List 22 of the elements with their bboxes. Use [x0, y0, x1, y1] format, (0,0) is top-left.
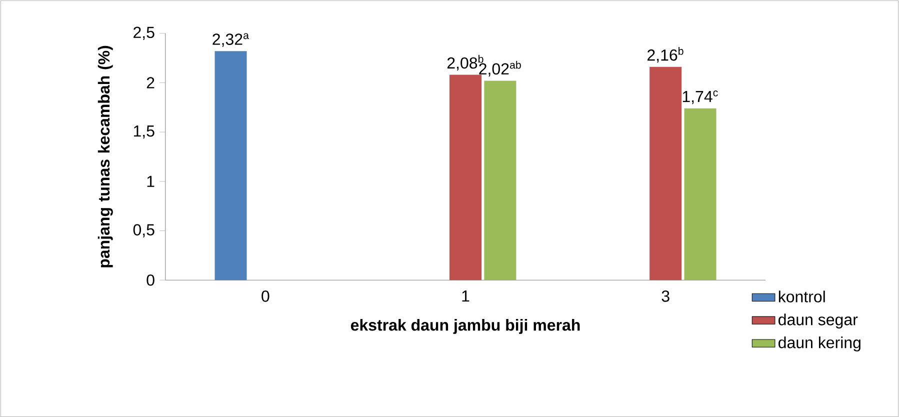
bar [484, 80, 516, 280]
y-tick-label: 0,5 [133, 224, 154, 238]
y-tick-label: 2,5 [134, 26, 154, 40]
legend-label: daun kering [778, 336, 860, 352]
y-tick-label: 1,5 [134, 125, 154, 138]
y-axis-title: panjang tunas kecambah (%) [98, 46, 113, 268]
data-label: 2,32$^{a}$ [212, 33, 249, 47]
y-tick-label: 1 [147, 176, 154, 187]
bar [450, 74, 482, 280]
bar [650, 66, 682, 280]
legend-label: daun segar [778, 313, 858, 328]
bar [684, 108, 716, 280]
x-tick-label: 1 [462, 290, 470, 302]
y-tick-label: 0 [146, 274, 154, 286]
legend-label: kontrol [778, 290, 825, 302]
x-axis-title: ekstrak daun jambu biji merah [350, 318, 580, 334]
data-label: 2,16$^{b}$ [648, 46, 684, 62]
x-tick-label: 3 [662, 290, 670, 302]
data-label: 1,74$^{c}$ [682, 90, 718, 104]
bar [214, 50, 247, 280]
x-tick-label: 0 [262, 290, 270, 302]
y-tick-label: 2 [146, 76, 154, 88]
